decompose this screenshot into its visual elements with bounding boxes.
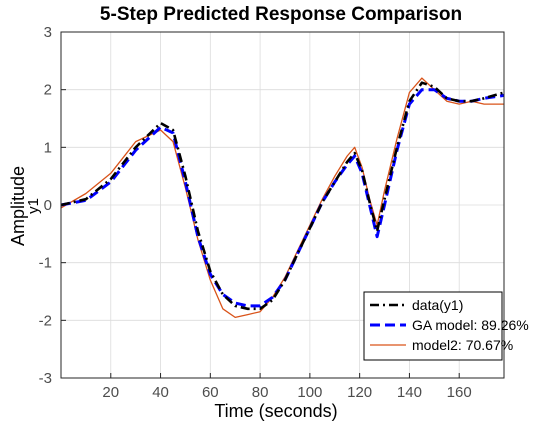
legend-label-1: data(y1) (412, 297, 463, 313)
y-tick-label: 3 (44, 24, 52, 41)
y-tick-label: 2 (44, 82, 52, 99)
x-tick-label: 160 (447, 384, 472, 401)
y-axis-output-label: y1 (25, 198, 42, 214)
x-tick-label: 80 (252, 384, 269, 401)
y-tick-label: 1 (44, 139, 52, 156)
y-tick-label: -2 (39, 312, 52, 329)
legend-label-3: model2: 70.67% (412, 337, 513, 353)
x-tick-label: 40 (152, 384, 169, 401)
x-axis-label: Time (seconds) (214, 401, 337, 421)
y-tick-label: -1 (39, 255, 52, 272)
x-tick-label: 100 (297, 384, 322, 401)
chart-title: 5-Step Predicted Response Comparison (100, 4, 462, 25)
x-tick-label: 120 (347, 384, 372, 401)
axes-box (60, 31, 505, 379)
x-tick-label: 140 (397, 384, 422, 401)
y-tick-label: -3 (39, 370, 52, 387)
x-tick-label: 60 (202, 384, 219, 401)
y-tick-label: 0 (44, 197, 52, 214)
y-axis-label: Amplitude (8, 166, 28, 246)
x-tick-label: 20 (102, 384, 119, 401)
legend-label-2: GA model: 89.26% (412, 317, 529, 333)
plot-area: 20 40 60 80 100 120 140 160 -3 -2 -1 0 1 2 3 data(y1) GA… (39, 24, 529, 401)
